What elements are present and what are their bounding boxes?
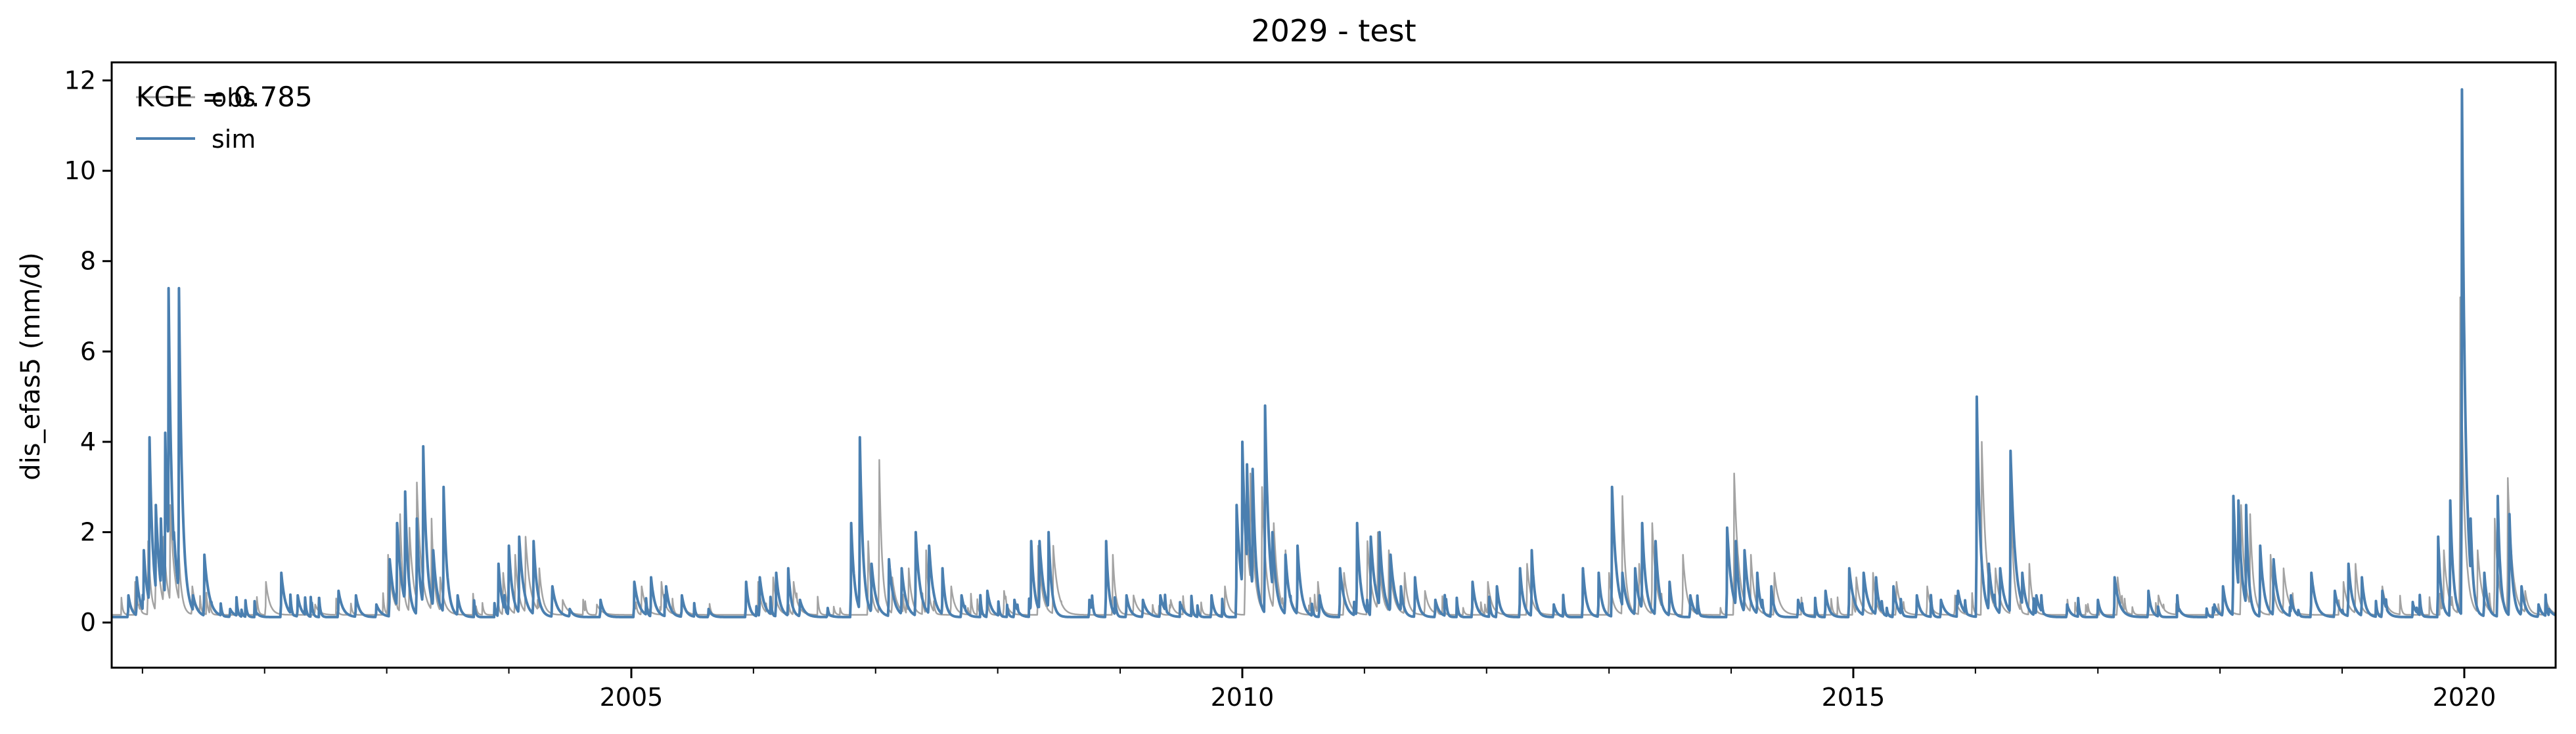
series-line-sim: [112, 88, 2556, 618]
y-axis: 0 2 4 6 8 10 12: [64, 66, 112, 637]
y-tick-label: 4: [80, 427, 96, 456]
x-tick-label: 2010: [1211, 683, 1275, 712]
y-tick-label: 8: [80, 247, 96, 276]
y-tick-label: 12: [64, 66, 96, 95]
y-tick-label: 6: [80, 337, 96, 366]
series-layer: [112, 88, 2556, 618]
y-tick-label: 0: [80, 608, 96, 637]
plot-frame: [110, 61, 2557, 669]
legend-label-sim: sim: [212, 125, 256, 154]
legend: obs sim: [136, 83, 256, 154]
legend-label-obs: obs: [212, 83, 256, 112]
series-line-obs: [112, 296, 2556, 616]
kge-annotation: KGE = 0.785: [136, 81, 313, 113]
x-tick-label: 2015: [1822, 683, 1886, 712]
x-tick-label: 2020: [2433, 683, 2497, 712]
y-tick-label: 2: [80, 518, 96, 547]
y-axis-label: dis_efas5 (mm/d): [16, 252, 46, 481]
y-tick-label: 10: [64, 156, 96, 185]
chart-title: 2029 - test: [1251, 13, 1416, 49]
plot-area: 0 2 4 6 8 10 12 2005 2010 2015 2020: [64, 61, 2557, 712]
x-axis: 2005 2010 2015 2020: [141, 668, 2497, 712]
x-tick-label: 2005: [600, 683, 664, 712]
